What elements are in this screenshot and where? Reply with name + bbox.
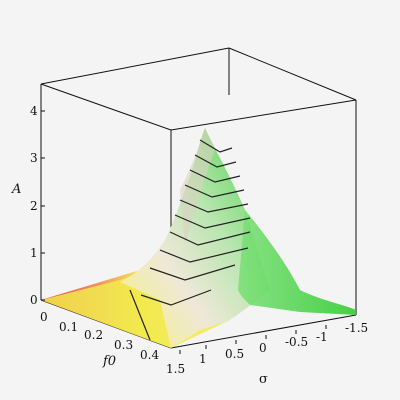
f0-tick-label: 0.2	[84, 328, 103, 342]
sigma-tick-label: 1	[199, 352, 207, 366]
sigma-axis-label: σ	[259, 372, 268, 387]
sigma-tick-label: 1.5	[166, 362, 185, 376]
a-tick-label: 3	[30, 151, 38, 165]
f0-tick-label: 0.1	[59, 320, 78, 334]
sigma-tick-label: 0.5	[225, 347, 244, 361]
f0-tick-label: 0.4	[140, 348, 159, 362]
sigma-tick-label: -0.5	[285, 335, 308, 349]
surface	[41, 128, 356, 348]
surface-ridge	[120, 128, 270, 348]
sigma-axis: 1.5 1 0.5 0 -0.5 -1 -1.5 σ	[166, 321, 368, 387]
f0-tick-label: 0.3	[114, 338, 133, 352]
surface-tail	[238, 210, 356, 315]
a-axis: 0 1 2 3 4 A	[11, 104, 45, 307]
a-axis-label: A	[11, 182, 21, 197]
f0-axis-label: f0	[102, 354, 116, 369]
ridge-lines	[129, 139, 251, 341]
f0-tick-label: 0	[40, 310, 48, 324]
f0-axis: 0 0.1 0.2 0.3 0.4 f0	[40, 310, 159, 369]
sigma-tick-label: 0	[259, 341, 267, 355]
sigma-tick-label: -1	[316, 330, 328, 344]
surface-shadow	[180, 128, 215, 245]
a-tick-label: 1	[30, 246, 38, 260]
sigma-tick-label: -1.5	[345, 321, 368, 335]
a-tick-label: 0	[30, 293, 38, 307]
a-tick-label: 4	[30, 104, 38, 118]
a-tick-label: 2	[30, 199, 38, 213]
